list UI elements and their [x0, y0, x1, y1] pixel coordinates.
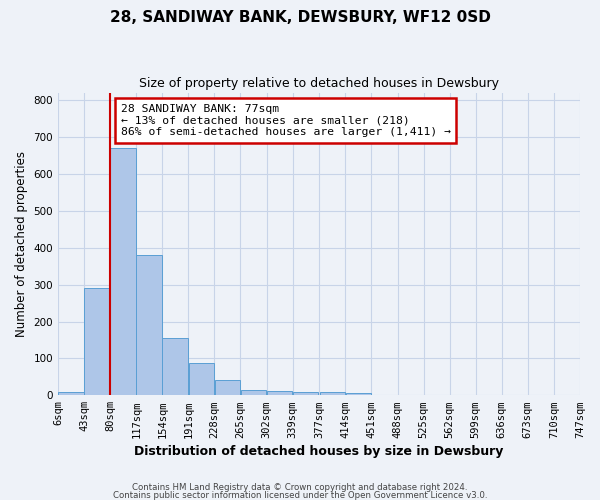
Title: Size of property relative to detached houses in Dewsbury: Size of property relative to detached ho…	[139, 78, 499, 90]
Y-axis label: Number of detached properties: Number of detached properties	[15, 151, 28, 337]
Bar	[58, 392, 84, 395]
Bar	[241, 390, 266, 395]
Bar	[84, 288, 110, 395]
Bar	[267, 391, 292, 395]
Bar	[293, 392, 319, 395]
Bar	[136, 255, 162, 395]
X-axis label: Distribution of detached houses by size in Dewsbury: Distribution of detached houses by size …	[134, 444, 504, 458]
Bar	[188, 363, 214, 395]
Bar	[215, 380, 241, 395]
Text: Contains public sector information licensed under the Open Government Licence v3: Contains public sector information licen…	[113, 491, 487, 500]
Bar	[346, 393, 371, 395]
Bar	[163, 338, 188, 395]
Bar	[320, 392, 345, 395]
Text: 28 SANDIWAY BANK: 77sqm
← 13% of detached houses are smaller (218)
86% of semi-d: 28 SANDIWAY BANK: 77sqm ← 13% of detache…	[121, 104, 451, 138]
Text: 28, SANDIWAY BANK, DEWSBURY, WF12 0SD: 28, SANDIWAY BANK, DEWSBURY, WF12 0SD	[110, 10, 490, 25]
Bar	[110, 148, 136, 395]
Text: Contains HM Land Registry data © Crown copyright and database right 2024.: Contains HM Land Registry data © Crown c…	[132, 484, 468, 492]
